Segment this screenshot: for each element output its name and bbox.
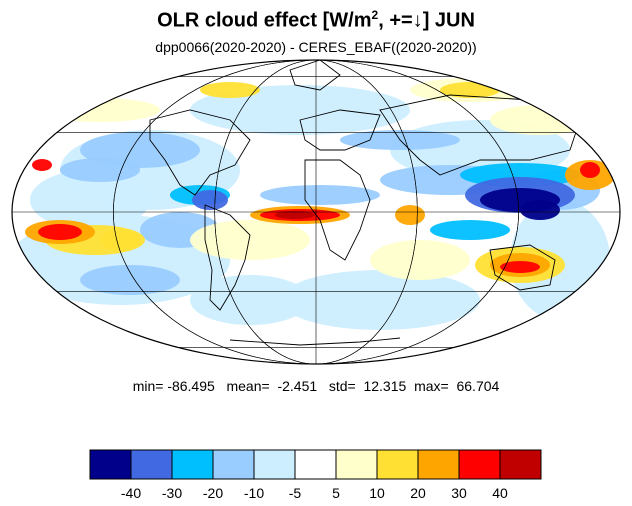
coastline	[299, 109, 381, 151]
anomaly-region	[520, 200, 560, 220]
coastline	[289, 60, 341, 91]
anomaly-region	[38, 224, 82, 240]
coastline	[204, 204, 251, 311]
anomaly-region	[370, 240, 470, 280]
colorbar-swatch	[499, 449, 542, 480]
anomaly-region	[275, 211, 315, 219]
colorbar-swatch	[212, 449, 255, 480]
colorbar-swatch	[171, 449, 214, 480]
colorbar-tick-label: -20	[203, 485, 223, 501]
coastline	[229, 337, 401, 346]
anomaly-region	[30, 170, 150, 230]
map-border	[11, 59, 621, 365]
meridian-line	[113, 60, 519, 364]
coastline	[304, 159, 371, 261]
plot-title: OLR cloud effect [W/m2, +=↓] JUN	[157, 8, 475, 32]
colorbar-tick-label: -40	[121, 485, 141, 501]
colorbar-tick-label: 10	[369, 485, 385, 501]
colorbar-swatch	[335, 449, 378, 480]
anomaly-region	[190, 85, 410, 135]
coastline	[489, 244, 556, 291]
colorbar-swatch	[253, 449, 296, 480]
anomaly-region	[200, 82, 260, 98]
anomaly-region	[280, 270, 480, 330]
colorbar-tick-label: 30	[451, 485, 467, 501]
colorbar-tick-label: -5	[289, 485, 302, 501]
coastline	[149, 109, 251, 196]
colorbar-swatch	[458, 449, 501, 480]
anomaly-region	[260, 185, 380, 205]
coastline	[379, 94, 581, 176]
anomaly-region	[192, 190, 228, 210]
colorbar-tick-label: -30	[162, 485, 182, 501]
meridian-line	[214, 60, 418, 364]
anomaly-region	[100, 230, 140, 250]
anomaly-region	[190, 275, 310, 325]
map-field	[12, 60, 620, 364]
anomaly-region	[190, 220, 310, 260]
anomaly-region	[60, 158, 140, 182]
anomaly-region	[430, 220, 510, 240]
colorbar-swatch	[294, 449, 337, 480]
anomaly-region	[580, 162, 600, 178]
anomaly-region	[32, 159, 52, 171]
plot-subtitle: dpp0066(2020-2020) - CERES_EBAF((2020-20…	[155, 39, 477, 55]
colorbar-tick-label: 20	[410, 485, 426, 501]
colorbar-tick-label: -10	[244, 485, 264, 501]
colorbar-swatch	[89, 449, 132, 480]
colorbar-tick-label: 5	[332, 485, 340, 501]
stats-line: min= -86.495 mean= -2.451 std= 12.315 ma…	[132, 378, 500, 394]
colorbar-swatch	[130, 449, 173, 480]
anomaly-region	[500, 261, 540, 273]
colorbar-swatch	[417, 449, 460, 480]
colorbar-swatch	[376, 449, 419, 480]
anomaly-region	[80, 265, 180, 295]
colorbar-tick-label: 40	[492, 485, 508, 501]
